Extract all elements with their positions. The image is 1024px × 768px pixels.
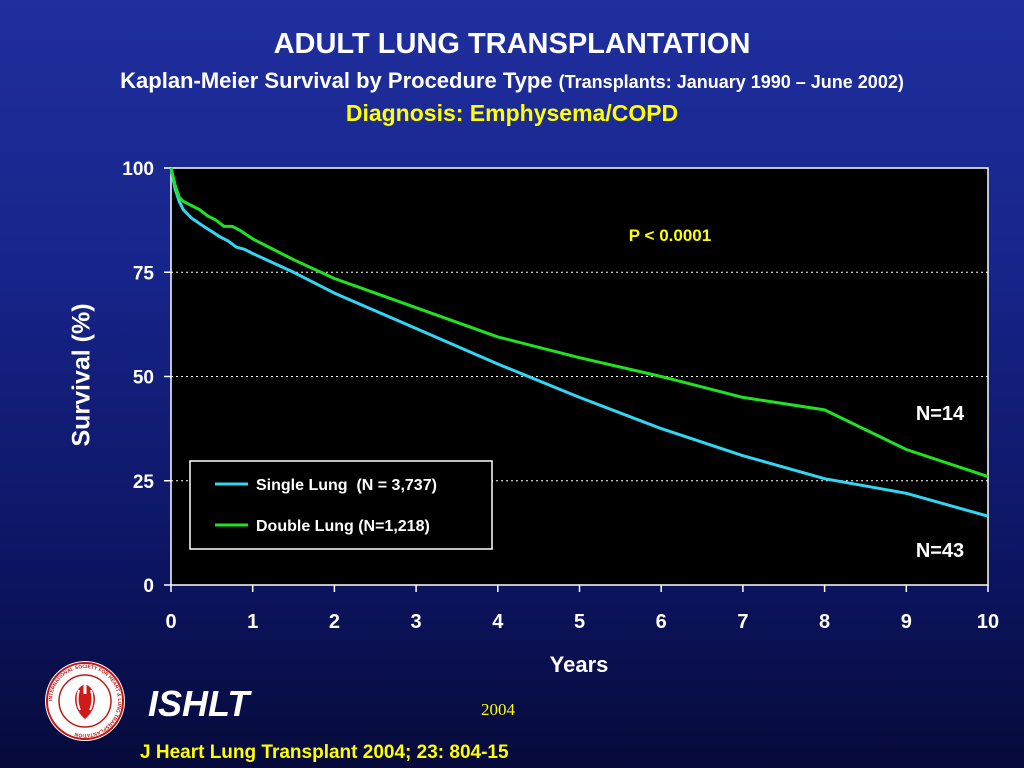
legend-label-single-lung: Single Lung (N = 3,737) <box>256 477 437 494</box>
y-axis-label: Survival (%) <box>67 303 96 447</box>
series-lines <box>169 167 989 518</box>
p-value-annotation: P < 0.0001 <box>629 226 711 245</box>
y-tick-label: 75 <box>133 263 155 284</box>
x-tick-label: 3 <box>411 611 422 633</box>
subtitle-period: (Transplants: January 1990 – June 2002) <box>558 72 904 92</box>
x-tick-label: 0 <box>165 611 176 633</box>
org-name: ISHLT <box>148 683 250 724</box>
year-label: 2004 <box>481 700 515 719</box>
slide-subtitle: Kaplan-Meier Survival by Procedure Type … <box>0 68 1024 94</box>
series-line-double-lung <box>169 167 989 479</box>
n-bottom-annotation: N=43 <box>916 540 964 562</box>
citation: J Heart Lung Transplant 2004; 23: 804-15 <box>140 742 509 763</box>
x-axis-label: Years <box>549 652 609 677</box>
x-tick-label: 10 <box>977 611 999 633</box>
x-tick-label: 5 <box>574 611 585 633</box>
y-tick-label: 0 <box>143 576 154 597</box>
x-tick-label: 9 <box>901 611 912 633</box>
x-tick-label: 2 <box>329 611 340 633</box>
series-line-single-lung <box>169 167 989 518</box>
legend: Single Lung (N = 3,737) Double Lung (N=1… <box>189 460 493 550</box>
legend-label-double-lung: Double Lung (N=1,218) <box>256 518 430 535</box>
diagnosis-label: Diagnosis: Emphysema/COPD <box>345 100 679 126</box>
n-top-annotation: N=14 <box>916 403 965 425</box>
slide-title: ADULT LUNG TRANSPLANTATION <box>273 28 751 60</box>
y-tick-label: 25 <box>133 472 155 493</box>
x-tick-label: 4 <box>492 611 504 633</box>
x-tick-label: 8 <box>819 611 830 633</box>
subtitle-main: Kaplan-Meier Survival by Procedure Type <box>120 68 553 93</box>
x-tick-label: 7 <box>737 611 748 633</box>
y-tick-label: 50 <box>133 368 154 389</box>
y-tick-label: 100 <box>122 159 154 180</box>
x-tick-label: 6 <box>656 611 667 633</box>
x-tick-label: 1 <box>247 611 258 633</box>
ishlt-seal-icon: INTERNATIONAL SOCIETY FOR HEART & LUNG T… <box>45 661 125 741</box>
legend-box <box>189 460 493 550</box>
